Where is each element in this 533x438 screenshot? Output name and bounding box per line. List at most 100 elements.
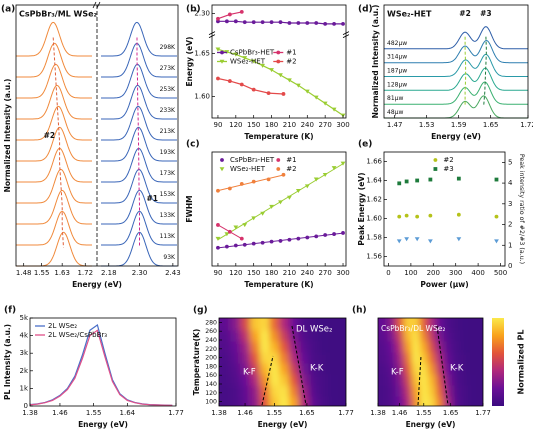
marker [260, 211, 266, 216]
y-axis-label: Energy (eV) [185, 37, 194, 87]
spectrum [101, 84, 177, 120]
heatmap-cell [460, 374, 469, 386]
x-tick-label: 1.48 [16, 269, 32, 277]
heatmap-cell [230, 363, 241, 375]
axis-frame [377, 317, 484, 407]
heatmap-cell [476, 396, 483, 406]
heatmap-cell [308, 318, 319, 331]
marker [296, 21, 301, 25]
spectrum [101, 105, 177, 141]
x-tick-label: 1.53 [419, 121, 435, 129]
panel-label: (b) [186, 5, 201, 15]
category-label: 253K [160, 86, 176, 93]
marker [224, 232, 230, 237]
heatmap-cell [468, 396, 477, 406]
heatmap-cell [476, 341, 483, 353]
heatmap-cell [443, 330, 453, 342]
heatmap-cell [298, 318, 309, 331]
heatmap-cell [328, 330, 339, 342]
heatmap-cell [403, 396, 413, 406]
x-tick-label: 0 [386, 269, 390, 277]
marker [340, 161, 346, 166]
heatmap-cell [269, 396, 280, 406]
guide-line [261, 355, 274, 406]
marker [494, 239, 499, 244]
marker [331, 166, 337, 171]
marker [278, 200, 283, 205]
x-tick-label: 90 [213, 121, 222, 129]
heatmap-cell [403, 352, 413, 364]
heatmap-cell [403, 318, 413, 331]
heatmap-cell [318, 374, 329, 386]
heatmap-cell [289, 385, 300, 397]
marker [260, 63, 266, 68]
x-axis-label: Energy (eV) [431, 132, 481, 141]
y-tick-label: 1.65 [194, 50, 210, 58]
heatmap-cell [240, 352, 251, 364]
marker [227, 12, 232, 17]
marker [404, 213, 409, 218]
heatmap-cell [378, 330, 388, 342]
x-tick-label: 1.72 [77, 269, 93, 277]
marker [305, 235, 310, 240]
x-tick-label: 1.38 [22, 409, 38, 417]
marker [287, 21, 292, 25]
heatmap-cell [378, 318, 388, 331]
spectrum [384, 81, 528, 105]
heatmap-cell [435, 352, 445, 364]
heatmap-cell [230, 352, 241, 364]
marker [313, 177, 319, 182]
marker [295, 188, 301, 193]
x-tick-label: 1.46 [52, 409, 68, 417]
heatmap-cell [337, 374, 346, 386]
heatmap-cell [230, 396, 241, 406]
marker [456, 176, 461, 181]
spectrum [16, 105, 92, 141]
heatmap-cell [337, 385, 346, 397]
category-label: 93K [163, 254, 176, 261]
y-tick-label: 160 [205, 372, 217, 379]
heatmap-cell [387, 396, 396, 406]
spectrum [16, 63, 92, 99]
axis-break [92, 1, 101, 9]
marker [260, 20, 265, 25]
y-tick-label: 100 [205, 399, 217, 406]
chart-title: WSe₂-HET [387, 10, 432, 19]
heatmap-cell [387, 385, 396, 397]
heatmap-cell [308, 374, 319, 386]
heatmap-cell [279, 396, 290, 406]
marker [278, 239, 283, 243]
heatmap-cell [419, 385, 429, 397]
heatmap-cell [387, 330, 396, 342]
marker [251, 241, 256, 246]
heatmap-cell [259, 352, 270, 364]
marker [428, 213, 433, 218]
heatmap-cell [452, 341, 461, 353]
x-tick-label: 120 [229, 269, 242, 277]
category-label: 113K [160, 233, 176, 240]
heatmap-cell [240, 385, 251, 397]
y-tick-label: 1.58 [366, 234, 382, 242]
heatmap-cell [468, 363, 477, 375]
heatmap-cell [328, 352, 339, 364]
y-axis-label: Normalized Intensity (a.u.) [3, 79, 12, 193]
heatmap-cell [411, 363, 421, 375]
x-tick-label: 180 [265, 121, 278, 129]
series-label: #3 [480, 9, 492, 18]
x-tick-label: 1.72 [520, 121, 533, 129]
marker [323, 21, 328, 26]
guide-line [417, 355, 422, 406]
marker [404, 179, 409, 184]
marker [239, 82, 244, 87]
annotation: DL WSe₂ [296, 325, 332, 335]
heatmap-cell [219, 352, 231, 364]
heatmap-cell [460, 341, 469, 353]
marker [331, 107, 337, 112]
heatmap-cell [387, 374, 396, 386]
marker [220, 50, 224, 55]
heatmap-cell [230, 330, 241, 342]
heatmap-cell [435, 363, 445, 375]
marker [242, 223, 248, 228]
y-tick-label: 180 [205, 363, 217, 370]
